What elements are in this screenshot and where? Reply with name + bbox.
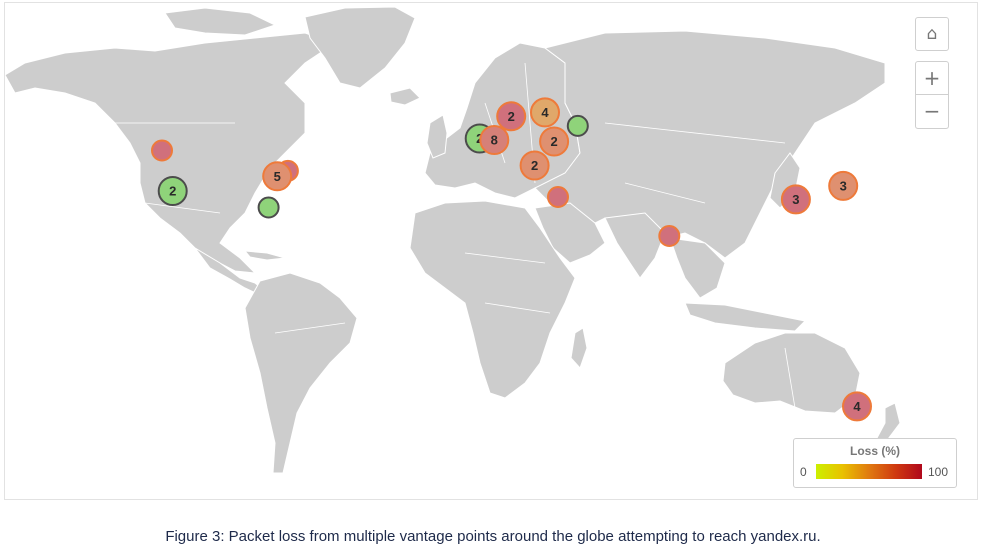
marker-scandinavia[interactable]: 2 [496, 101, 527, 132]
india-land [604, 212, 666, 279]
world-map-canvas[interactable]: 25282422334 [5, 3, 978, 500]
marker-count-label: 3 [840, 178, 847, 193]
marker-count-label: 4 [541, 105, 549, 120]
marker-balkans[interactable]: 2 [519, 150, 550, 181]
zoom-in-button[interactable]: + [915, 61, 949, 95]
marker-circle[interactable] [842, 391, 872, 422]
marker-ukraine[interactable]: 2 [539, 126, 570, 157]
vantage-point-markers[interactable]: 25282422334 [151, 97, 872, 422]
arabia-land [534, 202, 606, 264]
legend-min-label: 0 [800, 465, 807, 479]
marker-circle[interactable] [547, 186, 569, 208]
indonesia-land [684, 302, 807, 332]
figure-caption: Figure 3: Packet loss from multiple vant… [165, 528, 821, 545]
caribbean-land [243, 250, 286, 261]
marker-count-label: 2 [169, 184, 176, 199]
home-icon[interactable]: ⌂ [915, 17, 949, 51]
landmasses [5, 6, 901, 474]
marker-australia[interactable]: 4 [842, 391, 872, 422]
marker-circle[interactable] [566, 114, 589, 137]
arctic-islands-land [164, 7, 277, 36]
marker-japan[interactable]: 3 [828, 170, 859, 201]
marker-count-label: 2 [531, 158, 538, 173]
marker-germany[interactable]: 8 [479, 125, 510, 155]
south-america-land [244, 272, 358, 474]
marker-circle[interactable] [658, 225, 681, 247]
marker-count-label: 8 [491, 133, 498, 148]
uk-land [426, 114, 448, 159]
marker-india[interactable] [658, 225, 681, 247]
marker-count-label: 3 [792, 192, 799, 207]
marker-circle[interactable] [262, 161, 293, 192]
southeast-asia-land [669, 237, 726, 299]
asia-land [534, 30, 886, 259]
legend-title: Loss (%) [849, 444, 900, 458]
africa-land [409, 200, 576, 399]
marker-circle[interactable] [539, 126, 570, 157]
marker-circle[interactable] [257, 196, 280, 219]
marker-count-label: 5 [274, 169, 281, 184]
legend-gradient-bar [816, 464, 922, 479]
marker-circle[interactable] [157, 176, 188, 206]
marker-russia[interactable] [566, 114, 589, 137]
world-map[interactable]: 25282422334 ⌂ + − Loss (%) 0 100 [4, 2, 978, 500]
marker-us-florida[interactable] [257, 196, 280, 219]
marker-circle[interactable] [828, 170, 859, 201]
marker-count-label: 2 [508, 109, 515, 124]
australia-land [722, 332, 861, 414]
marker-count-label: 4 [853, 399, 861, 414]
marker-circle[interactable] [780, 184, 811, 215]
zoom-out-button[interactable]: − [915, 95, 949, 129]
marker-china[interactable]: 3 [780, 184, 811, 215]
marker-circle[interactable] [496, 101, 527, 132]
marker-us-west-north[interactable] [151, 139, 173, 162]
marker-count-label: 2 [550, 134, 557, 149]
iceland-land [389, 87, 421, 106]
marker-us-west-south[interactable]: 2 [157, 176, 188, 206]
marker-circle[interactable] [479, 125, 510, 155]
madagascar-land [570, 327, 588, 369]
marker-middle-east[interactable] [547, 186, 569, 208]
marker-circle[interactable] [519, 150, 550, 181]
new-zealand-land [876, 402, 901, 444]
legend-max-label: 100 [928, 465, 949, 479]
marker-circle[interactable] [151, 139, 173, 162]
greenland-land [304, 6, 416, 89]
marker-finland[interactable]: 4 [530, 97, 560, 128]
marker-us-east-mid[interactable]: 5 [262, 161, 293, 192]
loss-legend: Loss (%) 0 100 [793, 438, 957, 488]
marker-circle[interactable] [530, 97, 560, 128]
